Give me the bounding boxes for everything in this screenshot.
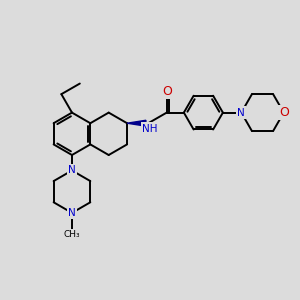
Text: CH₃: CH₃ [64, 230, 80, 239]
Text: NH: NH [142, 124, 158, 134]
Polygon shape [127, 120, 146, 126]
Text: O: O [162, 85, 172, 98]
Text: N: N [68, 208, 76, 218]
Text: N: N [68, 166, 76, 176]
Text: O: O [279, 106, 289, 119]
Text: N: N [237, 108, 245, 118]
